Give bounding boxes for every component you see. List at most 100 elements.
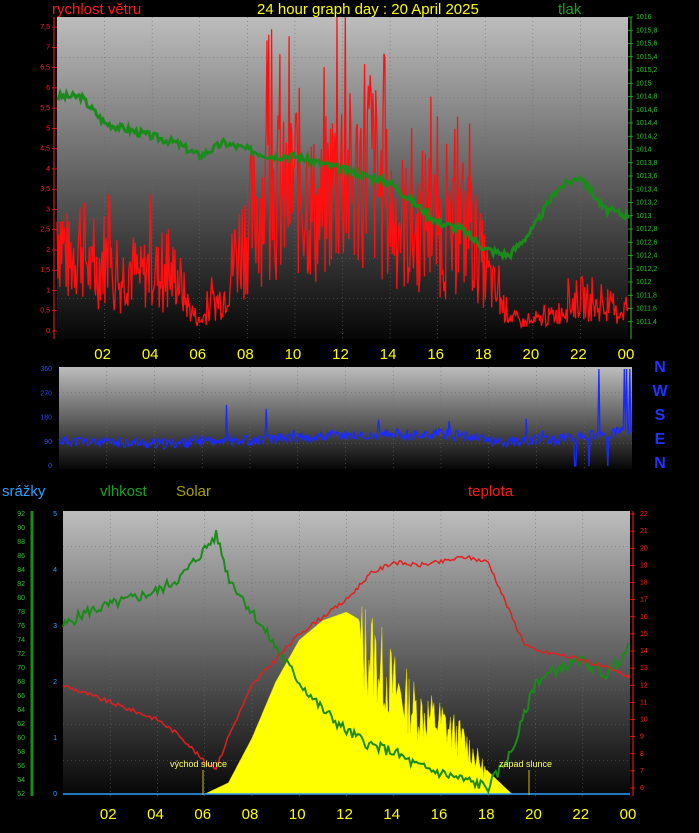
pressure-tick-label: 1015 [636,80,652,87]
temperature-tick-label: 9 [640,734,644,741]
rain-tick-label: 3 [53,623,57,630]
humidity-line [62,529,630,795]
rain-title: srážky [2,483,46,500]
x-tick-label: 08 [237,346,254,363]
wind-tick-label: 5 [46,125,50,132]
humidity-axis: 52 54 56 58 60 62 64 66 68 70 72 74 76 78 80 82 84 86 88 90… [17,511,34,798]
pressure-tick-label: 1015,8 [636,27,658,34]
pressure-title: tlak [558,1,582,18]
wind-direction-line [58,368,633,467]
pressure-axis: 1011,4 1011,6 1011,8 1012 1012,2 1012,4 1012,6… [628,14,658,339]
humidity-tick-label: 84 [17,567,25,574]
wind-tick-label: 6 [46,85,50,92]
wind-tick-label: 7,5 [40,24,50,31]
rain-tick-label: 1 [53,735,57,742]
humidity-tick-label: 76 [17,623,25,630]
wind-tick-label: 3 [46,206,50,213]
humidity-tick-label: 92 [17,511,25,518]
pressure-tick-label: 1014,4 [636,120,658,127]
pressure-tick-label: 1012,2 [636,266,658,273]
x-tick-label: 12 [336,806,353,823]
pressure-tick-label: 1012,6 [636,239,658,246]
wind-tick-label: 2 [46,247,50,254]
pressure-tick-label: 1015,4 [636,54,658,61]
sunset-label: západ slunce [499,759,552,769]
temperature-tick-label: 10 [640,717,648,724]
wind-tick-label: 1,5 [40,267,50,274]
wind-tick-label: 2,5 [40,227,50,234]
humidity-tick-label: 68 [17,679,25,686]
temperature-axis: 6 7 8 9 10 11 12 13 14 15 16 17 18 19 20 21 22 [630,511,648,796]
x-tick-label: 16 [431,806,448,823]
humidity-tick-label: 70 [17,665,25,672]
x-tick-label: 22 [570,346,587,363]
humidity-tick-label: 86 [17,553,25,560]
humidity-tick-label: 64 [17,707,25,714]
wind-x-axis: 02 04 06 08 10 12 14 16 18 20 22 00 [94,346,634,363]
wind-tick-label: 0,5 [40,308,50,315]
temperature-tick-label: 20 [640,545,648,552]
temperature-tick-label: 17 [640,597,648,604]
direction-tick-label: 180 [40,415,52,422]
compass-letter: S [655,407,666,424]
temperature-tick-label: 15 [640,631,648,638]
chart-title: 24 hour graph day : 20 April 2025 [257,1,479,18]
x-tick-label: 16 [427,346,444,363]
humidity-tick-label: 56 [17,763,25,770]
pressure-tick-label: 1011,4 [636,319,657,326]
lower-x-axis: 02 04 06 08 10 12 14 16 18 20 22 00 [100,806,636,823]
humidity-title: vlhkost [100,483,148,500]
pressure-tick-label: 1011,6 [636,306,657,313]
temperature-tick-label: 8 [640,751,644,758]
rain-tick-label: 4 [53,567,57,574]
wind-tick-label: 4,5 [40,146,50,153]
direction-tick-label: 270 [40,390,52,397]
temperature-line [62,554,631,771]
pressure-line [56,87,630,261]
wind-tick-label: 1 [46,287,50,294]
direction-axis: 0 90 180 270 360 [40,366,52,470]
pressure-tick-label: 1011,8 [636,292,657,299]
humidity-tick-label: 78 [17,609,25,616]
pressure-tick-label: 1013,6 [636,173,658,180]
humidity-tick-label: 66 [17,693,25,700]
temperature-tick-label: 18 [640,580,648,587]
rain-tick-label: 0 [53,791,57,798]
wind-speed-line [56,16,629,329]
humidity-tick-label: 58 [17,749,25,756]
pressure-tick-label: 1013,8 [636,160,658,167]
humidity-grid [63,511,630,796]
x-tick-label: 08 [242,806,259,823]
temperature-tick-label: 22 [640,511,648,518]
humidity-tick-label: 88 [17,539,25,546]
wind-tick-label: 7 [46,44,50,51]
temperature-tick-label: 19 [640,562,648,569]
x-tick-label: 04 [142,346,159,363]
direction-tick-label: 360 [40,366,52,373]
pressure-tick-label: 1014,6 [636,107,658,114]
temperature-tick-label: 16 [640,614,648,621]
temperature-tick-label: 7 [640,768,644,775]
temperature-title: teplota [468,483,514,500]
humidity-tick-label: 82 [17,581,25,588]
x-tick-label: 18 [478,806,495,823]
humidity-tick-label: 74 [17,637,25,644]
temperature-tick-label: 6 [640,785,644,792]
pressure-tick-label: 1015,2 [636,67,658,74]
temperature-tick-label: 21 [640,528,648,535]
pressure-tick-label: 1012,8 [636,226,658,233]
pressure-tick-label: 1012,4 [636,253,658,260]
x-tick-label: 02 [100,806,117,823]
wind-speed-axis: 0 0,5 1 1,5 2 2,5 3 3,5 4 4,5 5 5,5 6 6,5 7 7,5 [40,17,57,339]
pressure-tick-label: 1015,6 [636,41,658,48]
wind-tick-label: 5,5 [40,105,50,112]
temperature-tick-label: 13 [640,665,648,672]
x-tick-label: 18 [475,346,492,363]
x-tick-label: 06 [189,346,206,363]
humidity-tick-label: 62 [17,721,25,728]
pressure-tick-label: 1014 [636,147,652,154]
x-tick-label: 22 [572,806,589,823]
x-tick-label: 10 [285,346,302,363]
